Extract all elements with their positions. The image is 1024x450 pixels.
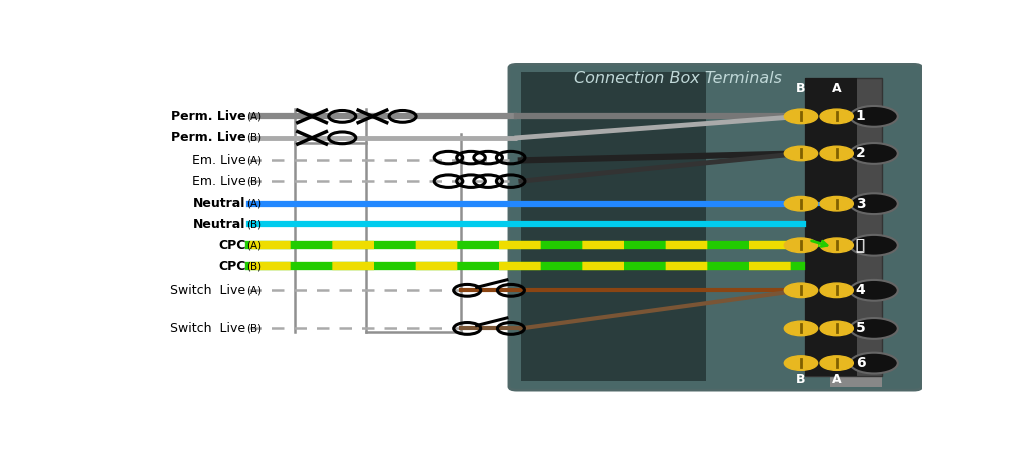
Circle shape	[820, 146, 853, 161]
Text: Neutral: Neutral	[194, 197, 246, 210]
Text: (A): (A)	[246, 240, 261, 250]
Text: Em. Live: Em. Live	[191, 154, 246, 167]
Text: Perm. Live: Perm. Live	[171, 110, 246, 123]
Circle shape	[850, 280, 898, 301]
Text: 4: 4	[856, 284, 865, 297]
Text: 6: 6	[856, 356, 865, 370]
Bar	[805, 77, 856, 376]
Text: CPC: CPC	[218, 260, 246, 273]
Circle shape	[820, 283, 853, 297]
Text: 1: 1	[856, 109, 865, 123]
Text: Switch  Live: Switch Live	[170, 284, 246, 297]
Circle shape	[784, 238, 817, 252]
Text: (A): (A)	[246, 199, 261, 209]
Circle shape	[850, 106, 898, 127]
Bar	[830, 371, 882, 387]
Text: (B): (B)	[246, 220, 261, 230]
Circle shape	[850, 318, 898, 339]
Circle shape	[820, 196, 853, 211]
Bar	[707, 72, 807, 382]
Circle shape	[850, 235, 898, 256]
Circle shape	[784, 356, 817, 370]
Text: A: A	[831, 373, 842, 386]
Circle shape	[850, 143, 898, 164]
Text: A: A	[831, 82, 842, 95]
Circle shape	[850, 194, 898, 214]
Bar	[521, 72, 707, 382]
Text: Em. Live: Em. Live	[191, 175, 246, 188]
Text: 5: 5	[856, 321, 865, 335]
Text: (B): (B)	[246, 133, 261, 143]
Text: (A): (A)	[246, 111, 261, 122]
Text: (B): (B)	[246, 261, 261, 271]
Text: Switch  Live: Switch Live	[170, 322, 246, 335]
Circle shape	[784, 109, 817, 124]
Circle shape	[784, 146, 817, 161]
Text: (A): (A)	[246, 285, 261, 295]
Text: B: B	[797, 373, 806, 386]
Circle shape	[820, 321, 853, 336]
Text: (B): (B)	[246, 324, 261, 333]
Bar	[805, 77, 882, 376]
FancyBboxPatch shape	[509, 64, 922, 390]
Circle shape	[820, 356, 853, 370]
Text: Neutral: Neutral	[194, 218, 246, 231]
Circle shape	[784, 196, 817, 211]
Text: Connection Box Terminals: Connection Box Terminals	[573, 72, 781, 86]
Text: Perm. Live: Perm. Live	[171, 131, 246, 144]
Circle shape	[820, 238, 853, 252]
Text: 3: 3	[856, 197, 865, 211]
Text: ⏚: ⏚	[856, 238, 864, 252]
Text: ⏚: ⏚	[856, 238, 865, 253]
Circle shape	[850, 353, 898, 374]
Circle shape	[784, 321, 817, 336]
Text: B: B	[797, 82, 806, 95]
Text: (A): (A)	[246, 155, 261, 166]
Circle shape	[784, 283, 817, 297]
Text: (B): (B)	[246, 176, 261, 186]
Text: 2: 2	[856, 146, 865, 161]
Circle shape	[820, 109, 853, 124]
Text: CPC: CPC	[218, 239, 246, 252]
